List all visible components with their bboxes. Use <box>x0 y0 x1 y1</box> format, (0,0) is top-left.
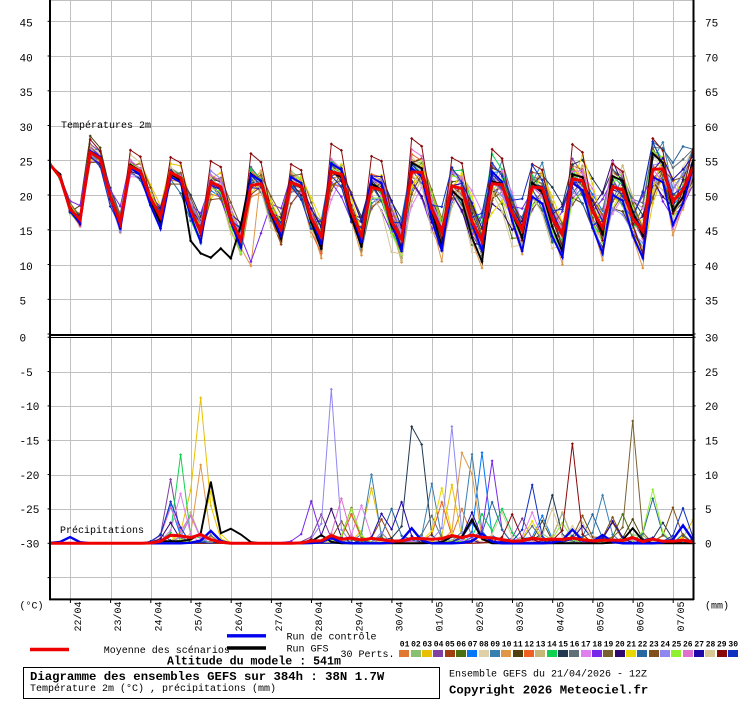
svg-text:08: 08 <box>479 641 489 650</box>
svg-text:27: 27 <box>694 641 704 650</box>
svg-text:Run GFS: Run GFS <box>287 645 329 656</box>
svg-text:Précipitations: Précipitations <box>60 525 144 537</box>
svg-text:26: 26 <box>683 641 693 650</box>
svg-text:65: 65 <box>705 88 718 100</box>
svg-text:-15: -15 <box>20 436 40 448</box>
svg-text:11: 11 <box>513 641 523 650</box>
svg-text:-10: -10 <box>20 402 40 414</box>
svg-text:13: 13 <box>536 641 546 650</box>
svg-text:30: 30 <box>705 333 718 345</box>
svg-text:30/04: 30/04 <box>395 601 407 631</box>
svg-text:29: 29 <box>717 641 727 650</box>
svg-text:50: 50 <box>705 192 718 204</box>
svg-text:70: 70 <box>705 53 718 65</box>
svg-text:07/05: 07/05 <box>676 601 688 631</box>
svg-text:-25: -25 <box>20 505 40 517</box>
svg-text:35: 35 <box>20 88 33 100</box>
svg-text:-30: -30 <box>20 540 40 552</box>
svg-text:22: 22 <box>638 641 648 650</box>
svg-text:40: 40 <box>20 53 33 65</box>
svg-text:07: 07 <box>468 641 478 650</box>
svg-text:04/05: 04/05 <box>555 601 567 631</box>
svg-text:Moyenne des scénarios: Moyenne des scénarios <box>104 645 230 657</box>
svg-text:18: 18 <box>592 641 602 650</box>
svg-text:24: 24 <box>660 641 670 650</box>
svg-text:45: 45 <box>20 19 33 31</box>
svg-text:27/04: 27/04 <box>274 601 286 631</box>
svg-text:23: 23 <box>649 641 659 650</box>
svg-text:17: 17 <box>581 641 591 650</box>
svg-text:24/04: 24/04 <box>153 601 165 631</box>
svg-text:15: 15 <box>20 227 33 239</box>
svg-text:25/04: 25/04 <box>194 601 206 631</box>
svg-text:01/05: 01/05 <box>435 601 447 631</box>
svg-text:75: 75 <box>705 19 718 31</box>
svg-text:Température 2m (°C) , précipit: Température 2m (°C) , précipitations (mm… <box>30 683 276 695</box>
svg-text:20: 20 <box>705 402 718 414</box>
svg-text:26/04: 26/04 <box>234 601 246 631</box>
svg-text:15: 15 <box>558 641 568 650</box>
svg-text:03: 03 <box>423 641 433 650</box>
svg-text:-5: -5 <box>20 368 33 380</box>
svg-text:06/05: 06/05 <box>636 601 648 631</box>
svg-text:05/05: 05/05 <box>596 601 608 631</box>
svg-text:16: 16 <box>570 641 580 650</box>
svg-text:Altitude du modele : 541m: Altitude du modele : 541m <box>167 656 341 669</box>
svg-text:04: 04 <box>434 641 444 650</box>
svg-text:Températures 2m: Températures 2m <box>61 120 151 132</box>
svg-text:Copyright 2026 Meteociel.fr: Copyright 2026 Meteociel.fr <box>449 684 648 698</box>
svg-text:5: 5 <box>705 505 712 517</box>
svg-text:09: 09 <box>490 641 500 650</box>
svg-text:10: 10 <box>502 641 512 650</box>
svg-text:(mm): (mm) <box>705 601 729 613</box>
svg-text:01: 01 <box>400 641 410 650</box>
svg-text:(°C): (°C) <box>20 601 44 613</box>
svg-text:30: 30 <box>20 123 33 135</box>
svg-text:28: 28 <box>706 641 716 650</box>
svg-text:15: 15 <box>705 436 718 448</box>
svg-text:29/04: 29/04 <box>354 601 366 631</box>
svg-text:0: 0 <box>20 333 27 345</box>
svg-text:Run de contrôle: Run de contrôle <box>287 632 377 644</box>
svg-text:22/04: 22/04 <box>73 601 85 631</box>
svg-text:20: 20 <box>20 192 33 204</box>
svg-text:55: 55 <box>705 158 718 170</box>
svg-text:25: 25 <box>672 641 682 650</box>
svg-text:12: 12 <box>524 641 534 650</box>
svg-text:28/04: 28/04 <box>314 601 326 631</box>
svg-text:10: 10 <box>20 262 33 274</box>
svg-text:0: 0 <box>705 540 712 552</box>
svg-text:06: 06 <box>456 641 466 650</box>
svg-text:14: 14 <box>547 641 557 650</box>
svg-text:Ensemble GEFS du 21/04/2026 -: Ensemble GEFS du 21/04/2026 - 12Z <box>449 668 647 680</box>
svg-text:19: 19 <box>604 641 614 650</box>
svg-text:30 Perts.: 30 Perts. <box>341 650 395 661</box>
svg-text:35: 35 <box>705 297 718 309</box>
svg-text:25: 25 <box>705 368 718 380</box>
svg-text:05: 05 <box>445 641 455 650</box>
svg-text:25: 25 <box>20 158 33 170</box>
svg-text:Diagramme des ensembles GEFS s: Diagramme des ensembles GEFS sur 384h : … <box>30 670 385 684</box>
svg-text:10: 10 <box>705 471 718 483</box>
svg-text:03/05: 03/05 <box>515 601 527 631</box>
svg-text:5: 5 <box>20 297 27 309</box>
svg-text:21: 21 <box>626 641 636 650</box>
svg-text:45: 45 <box>705 227 718 239</box>
svg-text:60: 60 <box>705 123 718 135</box>
svg-text:-20: -20 <box>20 471 40 483</box>
svg-text:40: 40 <box>705 262 718 274</box>
svg-text:02: 02 <box>411 641 421 650</box>
svg-text:02/05: 02/05 <box>475 601 487 631</box>
svg-text:30: 30 <box>728 641 738 650</box>
svg-text:23/04: 23/04 <box>113 601 125 631</box>
svg-text:20: 20 <box>615 641 625 650</box>
